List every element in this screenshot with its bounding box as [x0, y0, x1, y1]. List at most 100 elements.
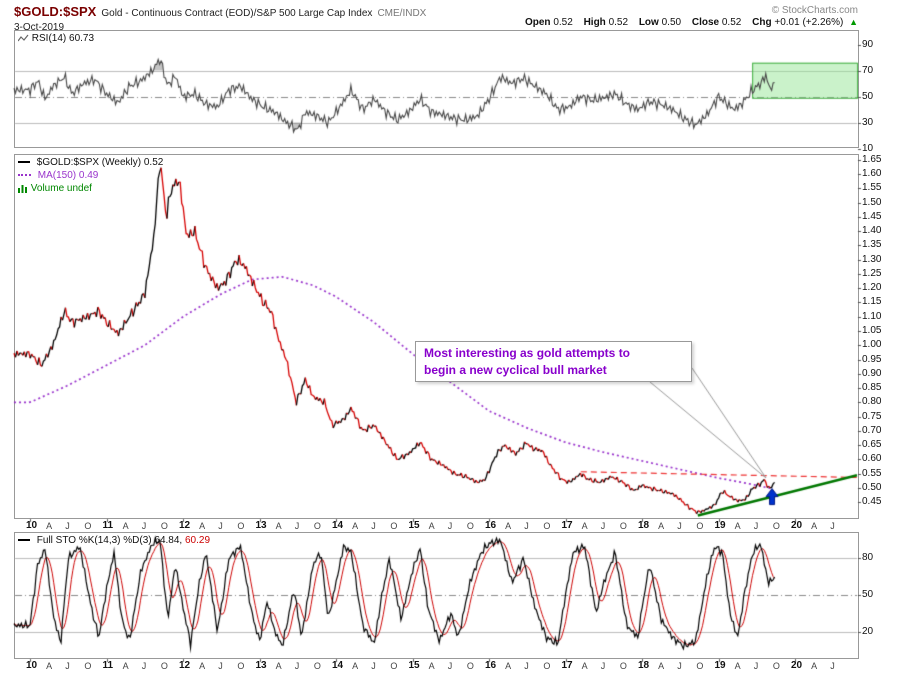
x-axis-month-label: O: [619, 521, 627, 531]
x-axis-year-label: 12: [179, 520, 191, 531]
price-y-tick-label: 0.50: [862, 482, 882, 494]
x-axis-month-label: A: [811, 521, 818, 531]
x-axis-month-label: J: [677, 521, 682, 531]
x-axis-year-label: 20: [791, 660, 803, 671]
x-axis-month-label: O: [160, 521, 168, 531]
x-axis-month-label: O: [390, 521, 398, 531]
quote-low-value: 0.50: [661, 17, 682, 28]
x-axis-month-label: A: [275, 521, 282, 531]
x-axis-month-label: A: [46, 661, 53, 671]
x-axis-month-label: O: [237, 661, 245, 671]
x-axis-year-label: 19: [714, 520, 726, 531]
price-y-tick-label: 1.60: [862, 167, 882, 179]
quote-open-label: Open: [524, 17, 551, 28]
quote-low-label: Low: [638, 17, 659, 28]
price-y-tick-label: 0.70: [862, 424, 882, 436]
x-axis-month-label: J: [677, 661, 682, 671]
sto-legend-label: Full STO %K(14,3) %D(3) 64.84,: [36, 535, 183, 546]
rsi-y-tick-label: 90: [862, 38, 874, 50]
rsi-y-tick-label: 10: [862, 142, 874, 154]
rsi-legend: RSI(14) 60.73: [17, 33, 94, 44]
rsi-panel: [14, 30, 859, 148]
x-axis-month-label: A: [581, 521, 588, 531]
sto-line-icon: [18, 539, 30, 542]
x-axis-month-label: J: [371, 661, 376, 671]
stochastic-legend: Full STO %K(14,3) %D(3) 64.84, 60.29: [18, 535, 210, 546]
x-axis-month-label: O: [619, 661, 627, 671]
x-axis-month-label: O: [696, 521, 704, 531]
quote-high-label: High: [583, 17, 606, 28]
x-axis-month-label: A: [352, 521, 359, 531]
sto-y-tick-label: 20: [862, 625, 874, 637]
rsi-y-tick-label: 50: [862, 90, 874, 102]
price-y-tick-label: 1.25: [862, 267, 882, 279]
x-axis-month-label: A: [428, 521, 435, 531]
x-axis-month-label: J: [65, 521, 70, 531]
x-axis-month-label: J: [524, 661, 529, 671]
price-y-tick-label: 1.45: [862, 210, 882, 222]
annotation-callout: Most interesting as gold attempts to beg…: [415, 341, 692, 382]
price-legend: $GOLD:$SPX (Weekly) 0.52: [18, 157, 163, 168]
x-axis-month-label: A: [122, 661, 129, 671]
x-axis-year-label: 11: [102, 660, 114, 671]
change-up-arrow-icon: ▲: [849, 17, 858, 27]
x-axis-year-label: 13: [255, 660, 267, 671]
x-axis-month-label: J: [753, 661, 759, 671]
x-axis-month-label: J: [830, 661, 835, 671]
x-axis-year-label: 18: [638, 520, 650, 531]
quote-line: Open 0.52 High 0.52 Low 0.50 Close 0.52 …: [517, 17, 858, 28]
x-axis-year-label: 14: [332, 660, 344, 671]
ma-legend: MA(150) 0.49: [18, 170, 98, 181]
x-axis-month-label: A: [734, 661, 741, 671]
x-axis-year-label: 17: [561, 520, 573, 531]
x-axis-month-label: J: [141, 521, 147, 531]
price-y-tick-label: 1.10: [862, 310, 882, 322]
price-y-tick-label: 0.60: [862, 453, 882, 465]
price-y-tick-label: 1.65: [862, 153, 882, 165]
x-axis-year-label: 15: [408, 520, 420, 531]
rsi-indicator-icon: [17, 34, 29, 42]
annotation-text-line1: Most interesting as gold attempts to: [424, 346, 631, 360]
price-y-tick-label: 1.15: [862, 296, 882, 308]
quote-chg-value: +0.01 (+2.26%): [774, 17, 844, 28]
ma-dotted-line-icon: [18, 174, 31, 177]
x-axis-year-label: 12: [179, 660, 191, 671]
x-axis-month-label: A: [46, 521, 53, 531]
price-y-tick-label: 0.65: [862, 439, 882, 451]
price-y-tick-label: 1.55: [862, 182, 882, 194]
x-axis-month-label: J: [294, 521, 300, 531]
x-axis-month-label: O: [84, 521, 92, 531]
quote-high-value: 0.52: [608, 17, 629, 28]
x-axis-year-label: 19: [714, 660, 726, 671]
ma-legend-label: MA(150) 0.49: [37, 170, 99, 181]
x-axis-month-label: O: [390, 661, 398, 671]
x-axis-month-label: O: [466, 521, 474, 531]
volume-bars-icon: [18, 184, 27, 193]
price-y-tick-label: 0.75: [862, 410, 882, 422]
rsi-y-tick-label: 30: [862, 116, 874, 128]
x-axis-month-label: A: [811, 661, 818, 671]
price-y-tick-label: 1.35: [862, 239, 882, 251]
x-axis-month-label: O: [696, 661, 704, 671]
x-axis-month-label: A: [505, 661, 512, 671]
x-axis-year-label: 13: [255, 520, 267, 531]
sto-y-tick-label: 80: [862, 552, 874, 564]
x-axis-month-label: A: [275, 661, 282, 671]
x-axis-month-label: O: [313, 521, 321, 531]
x-axis-month-label: A: [428, 661, 435, 671]
x-axis-year-label: 16: [485, 520, 497, 531]
x-axis-month-label: J: [524, 521, 529, 531]
x-axis-month-label: O: [237, 521, 245, 531]
price-y-tick-label: 0.55: [862, 467, 882, 479]
x-axis-month-label: J: [447, 521, 453, 531]
x-axis-month-label: A: [122, 521, 129, 531]
x-axis-month-label: A: [581, 661, 588, 671]
quote-chg-label: Chg: [752, 17, 772, 28]
price-line-icon: [18, 161, 30, 164]
stochastic-panel: [14, 532, 859, 659]
x-axis-month-label: J: [830, 521, 835, 531]
main-price-panel: [14, 154, 859, 519]
price-y-tick-label: 1.30: [862, 253, 882, 265]
quote-close-label: Close: [691, 17, 720, 28]
